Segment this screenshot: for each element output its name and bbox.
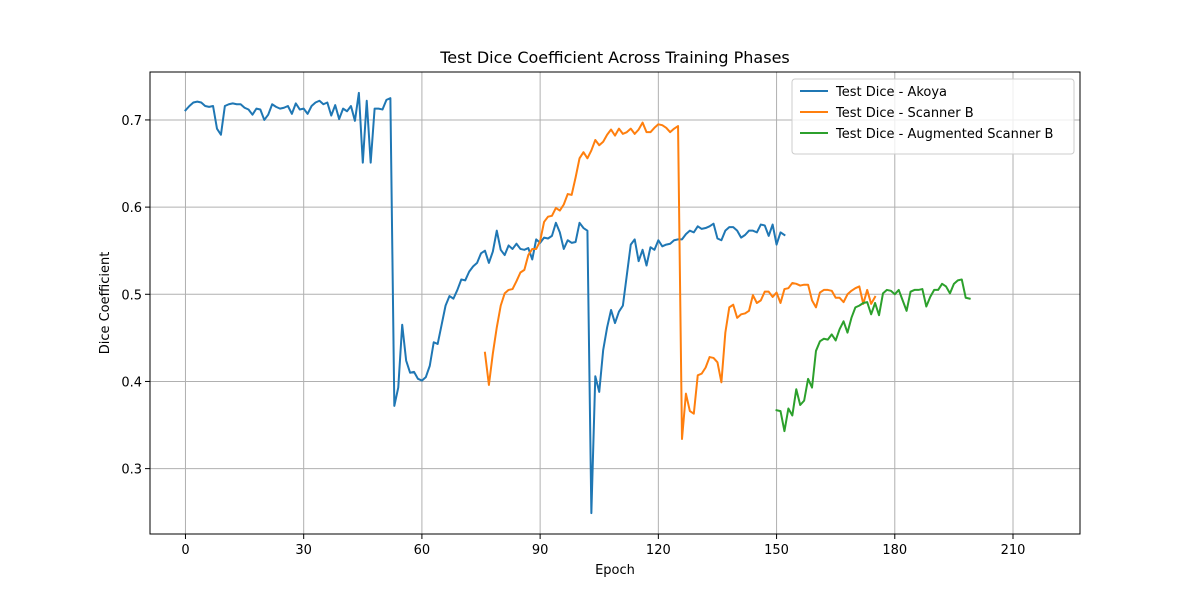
x-tick-label: 150 [764,543,789,558]
x-tick-label: 210 [1001,543,1026,558]
series-line-test-dice-akoya [184,91,786,515]
x-tick-label: 180 [882,543,907,558]
legend-label: Test Dice - Akoya [835,85,947,100]
x-tick-label: 30 [295,543,312,558]
y-tick-label: 0.7 [121,114,142,129]
y-tick-label: 0.5 [121,288,142,303]
x-tick-label: 90 [532,543,549,558]
axis-ticks: 0 30 60 90 120 150 180 210 0.3 0.4 0.5 0.6 0.7 [121,114,1025,558]
y-tick-label: 0.6 [121,201,142,216]
x-axis-label: Epoch [595,563,635,578]
legend-label: Test Dice - Augmented Scanner B [835,127,1053,142]
x-tick-label: 60 [414,543,431,558]
plot-frame [149,71,1081,535]
y-tick-label: 0.4 [121,375,142,390]
x-tick-label: 0 [181,543,189,558]
legend: Test Dice - Akoya Test Dice - Scanner B Te… [791,78,1075,155]
series-line-test-dice-augmented-scanner-b [775,278,971,433]
x-tick-label: 120 [646,543,671,558]
series-lines [184,91,971,515]
series-line-test-dice-scanner-b [483,121,877,440]
chart-title: Test Dice Coefficient Across Training Ph… [439,48,790,67]
y-tick-label: 0.3 [121,463,142,478]
legend-box [791,78,1075,155]
y-axis-label: Dice Coefficient [98,252,113,355]
legend-label: Test Dice - Scanner B [835,106,974,121]
